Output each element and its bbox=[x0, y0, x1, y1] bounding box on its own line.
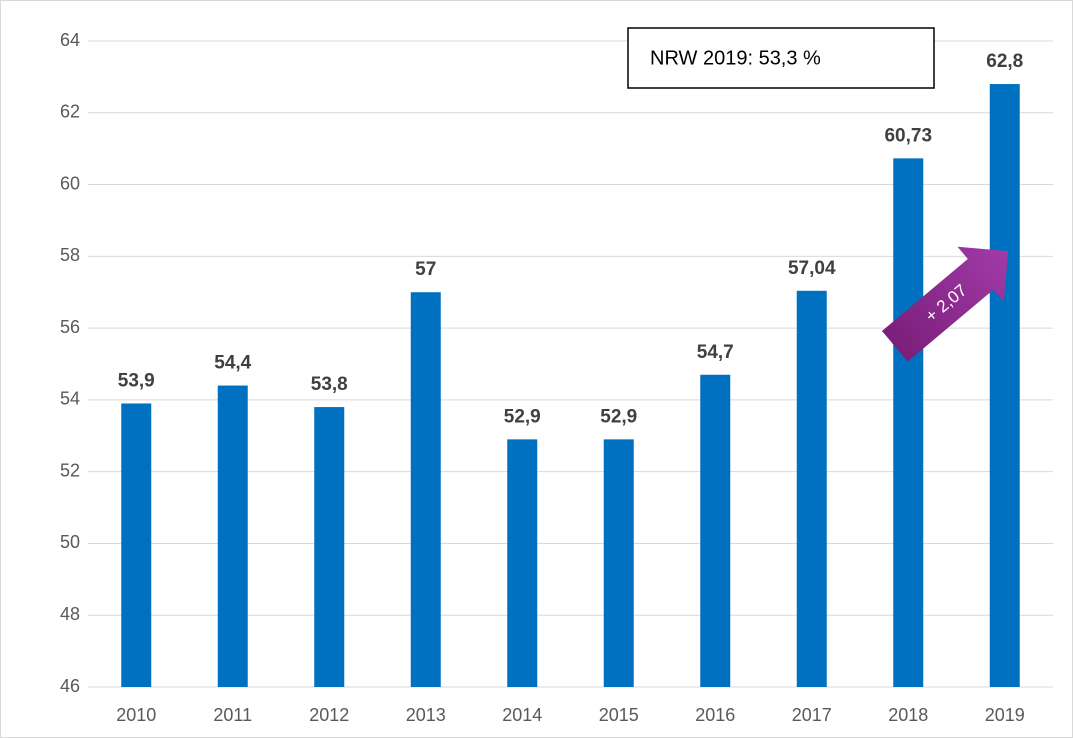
x-tick-label: 2016 bbox=[695, 705, 735, 725]
value-label: 60,73 bbox=[884, 125, 932, 146]
value-label: 57 bbox=[415, 259, 436, 280]
bar bbox=[217, 385, 248, 687]
bar bbox=[121, 403, 152, 687]
value-label: 52,9 bbox=[600, 406, 637, 427]
value-label: 54,4 bbox=[214, 353, 251, 374]
bar bbox=[893, 158, 924, 687]
x-tick-label: 2013 bbox=[406, 705, 446, 725]
plot: 46 48 50 52 54 56 58 60 62 64 2010 53,9 2011 54,4 2012… bbox=[60, 30, 1053, 725]
x-tick-label: 2015 bbox=[599, 705, 639, 725]
x-tick-label: 2011 bbox=[213, 705, 252, 725]
bar bbox=[700, 374, 731, 687]
y-tick-label: 48 bbox=[60, 604, 80, 624]
value-label: 54,7 bbox=[697, 342, 734, 363]
y-tick-label: 54 bbox=[60, 389, 80, 409]
value-label: 53,8 bbox=[311, 374, 348, 395]
bar bbox=[796, 290, 827, 687]
bar bbox=[410, 292, 441, 687]
y-tick-label: 62 bbox=[60, 102, 80, 122]
arrow-shape bbox=[881, 246, 1009, 362]
x-tick-label: 2012 bbox=[309, 705, 349, 725]
value-label: 52,9 bbox=[504, 406, 541, 427]
y-tick-label: 64 bbox=[60, 30, 80, 50]
x-tick-label: 2017 bbox=[792, 705, 832, 725]
x-tick-label: 2014 bbox=[502, 705, 542, 725]
x-tick-label: 2018 bbox=[888, 705, 928, 725]
y-tick-label: 60 bbox=[60, 173, 80, 193]
y-tick-label: 50 bbox=[60, 532, 80, 552]
y-tick-label: 56 bbox=[60, 317, 80, 337]
y-tick-label: 46 bbox=[60, 676, 80, 696]
value-label: 62,8 bbox=[986, 51, 1023, 72]
value-label: 57,04 bbox=[788, 258, 836, 279]
bar bbox=[603, 439, 634, 687]
bar bbox=[314, 407, 345, 687]
annotation-box bbox=[627, 27, 935, 89]
y-tick-label: 52 bbox=[60, 460, 80, 480]
bar bbox=[507, 439, 538, 687]
bar bbox=[989, 84, 1020, 688]
x-tick-label: 2010 bbox=[116, 705, 156, 725]
value-label: 53,9 bbox=[118, 370, 155, 391]
annotation-text: NRW 2019: 53,3 % bbox=[650, 47, 821, 69]
x-tick-label: 2019 bbox=[985, 705, 1025, 725]
y-tick-label: 58 bbox=[60, 245, 80, 265]
